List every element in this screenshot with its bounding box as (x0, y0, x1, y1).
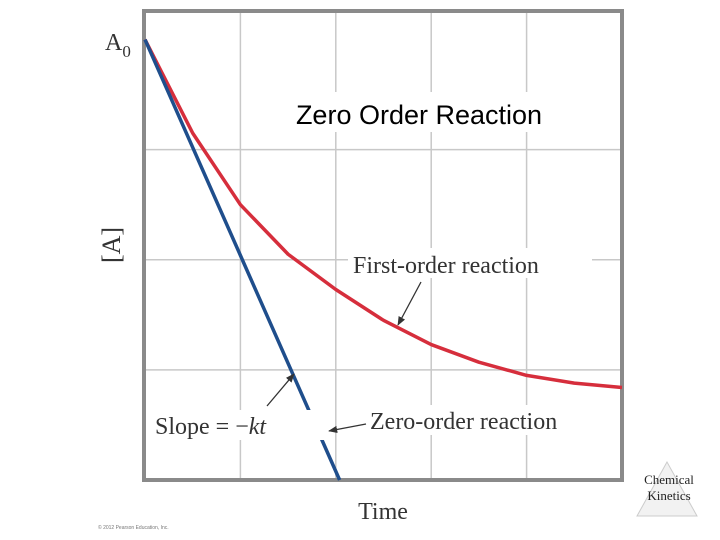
logo-text: Kinetics (647, 488, 690, 503)
series-label: Zero-order reaction (370, 409, 557, 435)
lines (143, 38, 623, 481)
label-background (365, 405, 613, 435)
plot-frame (142, 9, 624, 482)
slope-italic: kt (249, 414, 268, 440)
copyright: © 2012 Pearson Education, Inc. (98, 524, 169, 531)
series-line (143, 38, 623, 390)
series-label: First-order reaction (353, 253, 539, 279)
y-origin-subscript: 0 (122, 42, 131, 61)
arrow (266, 373, 295, 407)
logo-text: Chemical (644, 472, 694, 487)
x-axis-label: Time (358, 499, 408, 525)
y-origin-text: A (105, 30, 123, 56)
title-background (258, 92, 576, 132)
label-background (150, 410, 330, 440)
slope-label: Slope = −kt (155, 414, 267, 440)
label-background (348, 248, 592, 278)
chart-title: Zero Order Reaction (296, 100, 542, 130)
series-line (143, 38, 342, 481)
logo-shape (636, 460, 698, 517)
y-axis-label: [A] (97, 227, 126, 263)
y-origin-label: A0 (105, 30, 131, 61)
arrow (397, 281, 422, 326)
slope-text: Slope = − (155, 414, 249, 440)
arrow (328, 423, 367, 434)
